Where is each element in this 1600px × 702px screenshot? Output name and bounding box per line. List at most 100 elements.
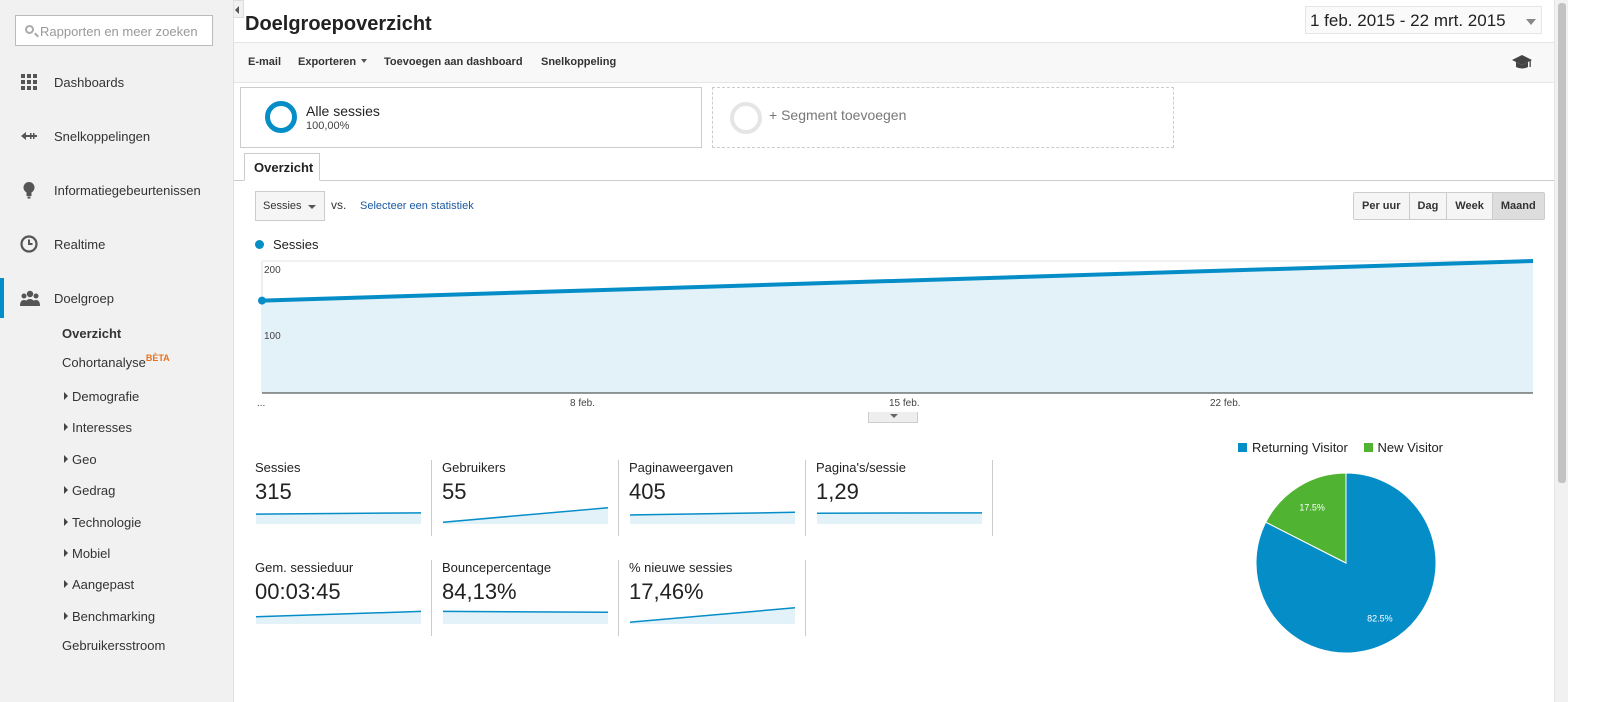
sidebar-sub-overview[interactable]: Overzicht (62, 326, 121, 341)
select-metric-link[interactable]: Selecteer een statistiek (360, 200, 474, 212)
sparkline-line (629, 511, 796, 516)
sidebar-sub-label: Interesses (72, 420, 132, 435)
period-toggle-group: Per uur Dag Week Maand (1353, 192, 1545, 220)
card-divider (805, 560, 806, 636)
expand-triangle-icon (64, 612, 68, 620)
scorecard-users[interactable]: Gebruikers 55 (442, 460, 629, 536)
pie-legend-item[interactable]: Returning Visitor (1238, 440, 1348, 455)
scorecard-label: Paginaweergaven (629, 460, 734, 475)
sidebar-sub-benchmarking[interactable]: Benchmarking (64, 609, 155, 624)
shortcut-button[interactable]: Snelkoppeling (541, 56, 616, 68)
sidebar-sub-technology[interactable]: Technologie (64, 515, 141, 530)
sparkline (442, 507, 609, 524)
segment-ring-icon (730, 102, 762, 134)
period-month-button[interactable]: Maand (1492, 193, 1544, 219)
scorecard-value: 315 (255, 479, 292, 504)
sidebar-item-audience[interactable]: Doelgroep (0, 278, 234, 318)
sidebar-sub-demographics[interactable]: Demografie (64, 389, 139, 404)
caret-down-icon (361, 59, 368, 63)
sidebar-sub-mobile[interactable]: Mobiel (64, 546, 110, 561)
add-segment-box[interactable]: + Segment toevoegen (712, 87, 1174, 148)
chart-expand-handle[interactable] (868, 412, 918, 423)
sidebar-sub-geo[interactable]: Geo (64, 452, 97, 467)
sparkline-area (256, 611, 421, 624)
sparkline-line (442, 507, 609, 523)
scorecard-sessions[interactable]: Sessies 315 (255, 460, 442, 536)
sidebar-sub-cohort[interactable]: CohortanalyseBÈTA (62, 353, 170, 370)
sidebar-sub-custom[interactable]: Aangepast (64, 577, 134, 592)
scorecard-pages-per-session[interactable]: Pagina's/sessie 1,29 (816, 460, 1003, 536)
sparkline-line (442, 610, 609, 614)
add-to-dashboard-button[interactable]: Toevoegen aan dashboard (384, 56, 523, 68)
scrollbar-thumb[interactable] (1558, 3, 1566, 483)
sidebar-sub-user-flow[interactable]: Gebruikersstroom (62, 638, 165, 653)
scorecard-value: 17,46% (629, 579, 704, 604)
sidebar-sub-behavior[interactable]: Gedrag (64, 483, 115, 498)
x-tick-label: 15 feb. (889, 398, 920, 409)
search-box[interactable] (15, 15, 213, 46)
sidebar-item-intelligence-events[interactable]: Informatiegebeurtenissen (0, 170, 234, 210)
scorecard-pageviews[interactable]: Paginaweergaven 405 (629, 460, 816, 536)
sidebar-item-shortcuts[interactable]: Snelkoppelingen (0, 116, 234, 156)
period-day-button[interactable]: Dag (1409, 193, 1448, 219)
caret-down-icon (308, 205, 316, 209)
period-hourly-button[interactable]: Per uur (1354, 193, 1410, 219)
scorecard-bounce-rate[interactable]: Bouncepercentage 84,13% (442, 560, 629, 636)
export-button[interactable]: Exporteren (298, 56, 368, 68)
sidebar-item-dashboards[interactable]: Dashboards (0, 62, 234, 102)
sidebar-sub-label: Technologie (72, 515, 142, 530)
expand-triangle-icon (64, 455, 68, 463)
pie-legend-item[interactable]: New Visitor (1363, 440, 1443, 455)
scorecard-new-sessions[interactable]: % nieuwe sessies 17,46% (629, 560, 816, 636)
toolbar-label: Exporteren (298, 56, 357, 68)
sidebar-sub-label: Mobiel (72, 546, 111, 561)
scorecard-avg-session-duration[interactable]: Gem. sessieduur 00:03:45 (255, 560, 442, 636)
legend-swatch (1363, 443, 1373, 452)
date-range-label: 1 feb. 2015 - 22 mrt. 2015 (1310, 11, 1506, 30)
graduation-cap-icon[interactable] (1512, 54, 1532, 70)
sidebar-item-realtime[interactable]: Realtime (0, 224, 234, 264)
metric-select-label: Sessies (263, 200, 302, 212)
sidebar-sub-label: Gedrag (72, 483, 116, 498)
segment-all-sessions[interactable]: Alle sessies 100,00% (240, 87, 702, 148)
scorecard-label: % nieuwe sessies (629, 560, 733, 575)
sidebar-item-label: Realtime (54, 236, 106, 252)
metric-select[interactable]: Sessies (255, 191, 325, 221)
card-divider (618, 560, 619, 636)
search-icon (25, 25, 34, 34)
tab-overview[interactable]: Overzicht (244, 153, 320, 181)
segment-percent: 100,00% (306, 120, 350, 132)
pie-slice-label: 82.5% (1367, 613, 1393, 623)
card-divider (805, 460, 806, 536)
expand-triangle-icon (64, 580, 68, 588)
sidebar-sub-label: Overzicht (62, 326, 122, 341)
date-range-picker[interactable]: 1 feb. 2015 - 22 mrt. 2015 (1305, 6, 1542, 34)
add-segment-label: + Segment toevoegen (769, 107, 907, 123)
scorecard-label: Gebruikers (442, 460, 506, 475)
visitor-type-pie: 82.5% 17.5% (1255, 472, 1437, 654)
sidebar: Dashboards Snelkoppelingen Informatiegeb… (0, 0, 234, 702)
search-input[interactable] (40, 22, 210, 40)
email-button[interactable]: E-mail (248, 56, 281, 68)
tab-divider (234, 180, 1554, 181)
sidebar-sub-label: Geo (72, 452, 97, 467)
pie-legend-label: Returning Visitor (1252, 440, 1348, 455)
sessions-chart: 200 100 (258, 259, 1533, 394)
scorecard-value: 1,29 (816, 479, 859, 504)
scrollbar[interactable] (1554, 0, 1568, 702)
toolbar-label: E-mail (248, 56, 282, 68)
sidebar-item-label: Informatiegebeurtenissen (54, 182, 201, 198)
scorecard-label: Sessies (255, 460, 301, 475)
expand-triangle-icon (64, 486, 68, 494)
card-divider (992, 460, 993, 536)
sidebar-sub-interests[interactable]: Interesses (64, 420, 132, 435)
collapse-sidebar-button[interactable] (234, 0, 244, 18)
sparkline-line (255, 512, 422, 515)
lightbulb-icon (23, 182, 35, 199)
sparkline-line (629, 607, 796, 623)
chart-line (261, 259, 1533, 303)
scorecard-value: 00:03:45 (255, 579, 341, 604)
period-week-button[interactable]: Week (1447, 193, 1493, 219)
expand-triangle-icon (64, 392, 68, 400)
sidebar-sub-label: Aangepast (72, 577, 135, 592)
